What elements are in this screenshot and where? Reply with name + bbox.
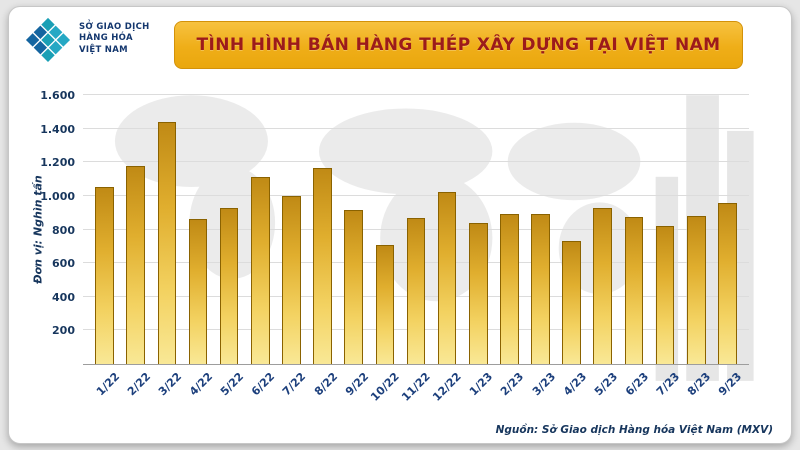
- bar: [593, 207, 613, 364]
- x-axis-labels: 1/22 2/22 3/22 4/22 5/22 6/22 7/22 8/22 9/22 10/2…: [83, 365, 749, 409]
- mxv-diamond-icon: [25, 17, 71, 62]
- chart-title: TÌNH HÌNH BÁN HÀNG THÉP XÂY DỰNG TẠI VIỆ…: [196, 35, 721, 55]
- bar: [468, 222, 488, 364]
- x-tick-label: 1/22: [93, 370, 122, 399]
- mxv-logo: SỞ GIAO DỊCH HÀNG HÓA VIỆT NAM: [25, 16, 150, 62]
- y-tick-label: 400: [52, 290, 75, 304]
- x-tick-label: 3/23: [529, 370, 558, 399]
- bar: [157, 121, 177, 364]
- x-tick-label: 9/23: [716, 370, 745, 399]
- x-tick-label: 7/23: [654, 370, 683, 399]
- gridline: [83, 127, 749, 129]
- bar: [282, 195, 301, 364]
- x-tick-label: 11/22: [399, 370, 434, 404]
- x-tick-label: 6/23: [622, 370, 652, 399]
- x-tick-label: 5/22: [218, 370, 247, 399]
- chart-title-banner: TÌNH HÌNH BÁN HÀNG THÉP XÂY DỰNG TẠI VIỆ…: [174, 21, 743, 69]
- y-tick-label: 200: [52, 324, 75, 338]
- logo-line-1: SỞ GIAO DỊCH: [79, 21, 150, 32]
- bar: [718, 203, 737, 364]
- y-tick-label: 1.200: [40, 156, 75, 170]
- bar: [686, 216, 706, 364]
- mxv-logo-text: SỞ GIAO DỊCH HÀNG HÓA VIỆT NAM: [79, 22, 150, 56]
- y-tick-label: 1.000: [40, 189, 75, 203]
- bar: [562, 241, 582, 364]
- y-tick-label: 600: [52, 257, 75, 271]
- source-note: Nguồn: Sở Giao dịch Hàng hóa Việt Nam (M…: [495, 424, 773, 436]
- x-tick-label: 1/23: [467, 370, 496, 399]
- bar: [95, 187, 114, 364]
- x-tick-label: 2/23: [498, 370, 527, 399]
- bars: [83, 95, 749, 364]
- y-tick-label: 1.400: [40, 122, 75, 136]
- logo-line-2: HÀNG HÓA: [79, 33, 133, 44]
- y-tick-label: 1.600: [40, 89, 75, 102]
- chart-card: SỞ GIAO DỊCH HÀNG HÓA VIỆT NAM TÌNH HÌNH…: [8, 6, 792, 444]
- bar: [437, 191, 457, 364]
- bar: [344, 210, 364, 364]
- x-tick-label: 10/22: [368, 370, 403, 404]
- bar: [406, 217, 426, 364]
- x-tick-label: 3/22: [155, 370, 185, 399]
- gridline: [83, 161, 749, 163]
- bar: [219, 208, 239, 364]
- y-tick-label: 800: [52, 223, 75, 237]
- bar: [500, 213, 519, 364]
- gridline: [83, 194, 749, 196]
- x-tick-label: 2/22: [124, 370, 153, 399]
- bar: [531, 214, 550, 364]
- bar: [624, 216, 644, 364]
- x-tick-label: 7/22: [280, 370, 309, 399]
- bar: [655, 226, 675, 364]
- bar: [126, 166, 146, 364]
- bar: [250, 177, 270, 364]
- x-tick-label: 8/23: [685, 370, 714, 399]
- gridline: [83, 94, 749, 95]
- x-tick-label: 6/22: [249, 370, 278, 399]
- x-tick-label: 5/23: [591, 370, 621, 399]
- bar: [375, 244, 395, 364]
- bar: [313, 168, 332, 364]
- logo-line-3: VIỆT NAM: [79, 44, 128, 55]
- x-tick-label: 4/23: [560, 370, 589, 399]
- x-tick-label: 4/22: [186, 370, 216, 399]
- plot-area: 200 400 600 800 1.000 1.200 1.400 1.600: [40, 89, 749, 365]
- x-tick-label: 9/22: [342, 370, 371, 399]
- bar: [188, 219, 208, 364]
- x-tick-label: 8/22: [311, 370, 340, 399]
- x-tick-label: 12/22: [430, 370, 465, 404]
